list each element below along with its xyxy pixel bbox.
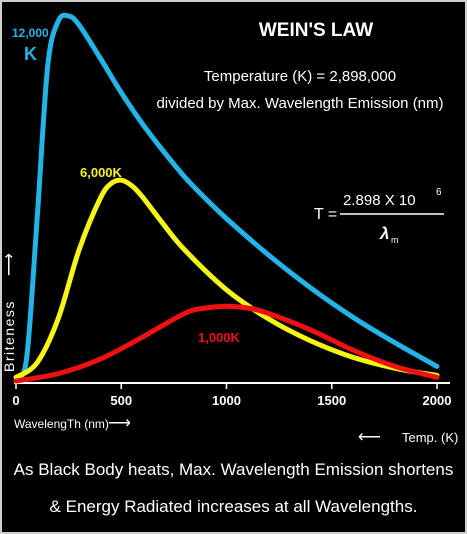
x-axis-arrow: ⟶ xyxy=(108,415,131,432)
formula-lhs: T = xyxy=(314,206,337,223)
x-tick-label-2000: 2000 xyxy=(423,393,452,408)
y-axis-label: Briteness xyxy=(1,300,17,372)
formula-numerator: 2.898 X 10 xyxy=(343,192,416,209)
footer-line-2: & Energy Radiated increases at all Wavel… xyxy=(49,497,418,516)
formula-lambda-subscript: m xyxy=(391,235,399,245)
series-curves xyxy=(13,12,440,384)
temp-label: Temp. (K) xyxy=(402,430,458,445)
formula-exponent: 6 xyxy=(436,187,442,198)
equation-line-2: divided by Max. Wavelength Emission (nm) xyxy=(156,95,443,112)
temp-arrow: ⟵ xyxy=(358,429,381,446)
x-axis-label: WavelengTh (nm) xyxy=(14,417,109,431)
x-tick-label-1000: 1000 xyxy=(212,393,241,408)
equation-line-1: Temperature (K) = 2,898,000 xyxy=(204,68,396,85)
curve-12000k xyxy=(13,12,440,380)
series-label-1000k: 1,000K xyxy=(198,330,241,345)
footer-line-1: As Black Body heats, Max. Wavelength Emi… xyxy=(13,460,454,479)
wien-formula: T = 2.898 X 10 6 λ m xyxy=(314,187,444,245)
y-axis-arrow: ⟶ xyxy=(1,253,18,276)
series-label-12000k-line1: 12,000 xyxy=(12,26,49,40)
series-labels: 12,000 K 6,000K 1,000K xyxy=(12,26,241,345)
series-label-6000k: 6,000K xyxy=(80,165,123,180)
x-tick-label-1500: 1500 xyxy=(317,393,346,408)
formula-lambda: λ xyxy=(379,224,389,243)
curve-1000k xyxy=(13,303,440,384)
series-label-12000k-line2: K xyxy=(24,44,37,64)
chart-title: WEIN'S LAW xyxy=(259,20,373,41)
x-tick-label-500: 500 xyxy=(110,393,132,408)
x-tick-label-0: 0 xyxy=(12,393,19,408)
x-ticks: 0 500 1000 1500 2000 xyxy=(12,383,451,408)
y-axis-label-group: Briteness ⟶ xyxy=(1,253,18,372)
curve-6000k xyxy=(13,177,440,380)
